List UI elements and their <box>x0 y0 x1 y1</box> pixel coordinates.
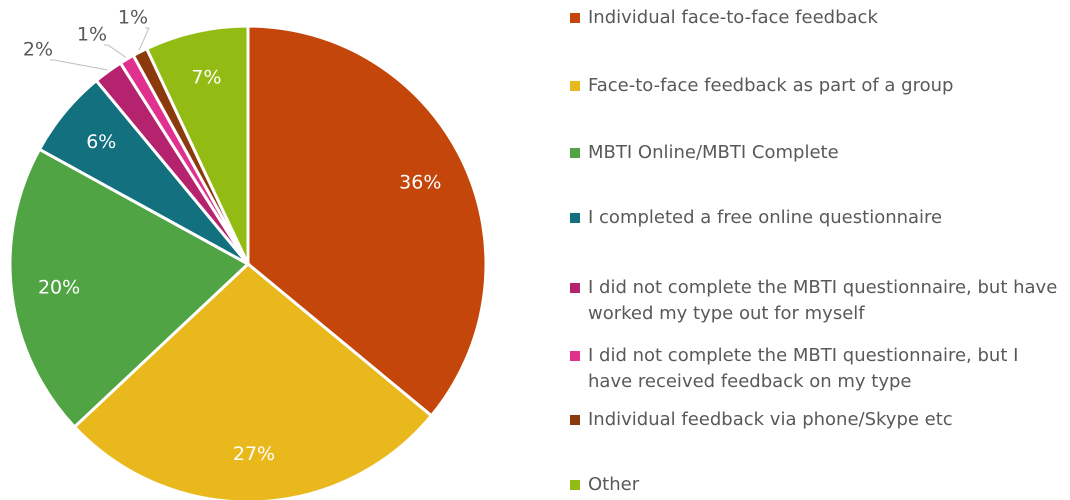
leader-line <box>50 59 108 71</box>
legend-swatch <box>570 283 580 293</box>
pie-slice <box>144 24 250 265</box>
data-label: 27% <box>233 443 275 465</box>
leader-line <box>104 44 127 58</box>
legend-swatch <box>570 351 580 361</box>
legend-label: I did not complete the MBTI questionnair… <box>588 277 1058 324</box>
legend-swatch <box>570 415 580 425</box>
pie-slice <box>8 147 251 430</box>
legend-swatch <box>570 480 580 490</box>
legend-label: MBTI Online/MBTI Complete <box>588 142 839 163</box>
pie-slice <box>246 24 488 418</box>
legend-swatch <box>570 13 580 23</box>
data-label: 6% <box>86 131 116 153</box>
legend-label: I did not complete the MBTI questionnair… <box>588 345 1019 392</box>
data-label: 7% <box>191 67 221 89</box>
data-label: 20% <box>38 276 80 298</box>
legend-swatch <box>570 81 580 91</box>
data-label: 1% <box>118 7 148 29</box>
pie-slice <box>72 262 434 500</box>
legend-label: Face-to-face feedback as part of a group <box>588 75 954 96</box>
legend-label: I completed a free online questionnaire <box>588 207 943 228</box>
legend-swatch <box>570 213 580 223</box>
data-label: 1% <box>77 24 107 46</box>
data-label: 36% <box>399 171 441 193</box>
legend-label: Individual feedback via phone/Skype etc <box>588 409 953 430</box>
chart: 36% 27% 20% 6% 2% 1% 1% 7% <box>8 7 488 500</box>
leader-line <box>138 27 150 51</box>
data-label: 2% <box>23 39 53 61</box>
legend-swatch <box>570 148 580 158</box>
legend-label: Other <box>588 474 640 495</box>
legend-label: Individual face-to-face feedback <box>588 7 878 28</box>
